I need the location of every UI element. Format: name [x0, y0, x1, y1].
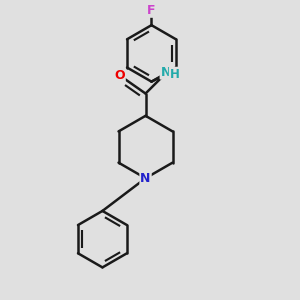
Text: N: N: [160, 66, 171, 79]
Text: F: F: [147, 4, 156, 17]
Text: H: H: [170, 68, 180, 81]
Text: O: O: [114, 69, 125, 82]
Text: N: N: [140, 172, 151, 185]
